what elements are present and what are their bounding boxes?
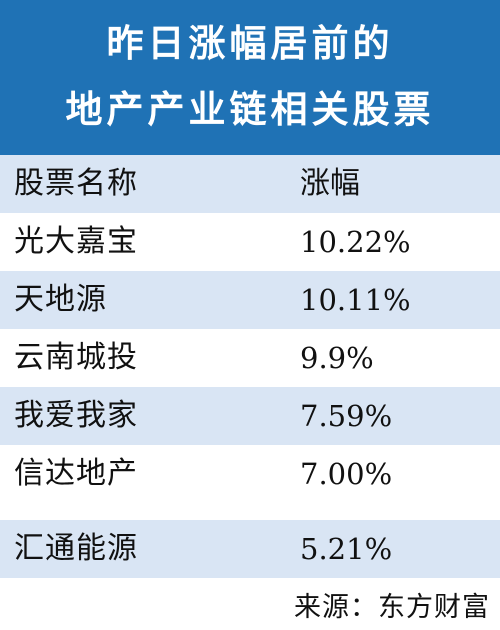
table-row: 汇通能源 5.21%	[0, 520, 500, 578]
column-header-name: 股票名称	[14, 166, 138, 201]
table-title: 昨日涨幅居前的 地产产业链相关股票	[0, 0, 500, 155]
stock-name: 我爱我家	[14, 398, 138, 433]
table-row: 云南城投 9.9%	[0, 329, 500, 387]
title-line-2: 地产产业链相关股票	[65, 88, 435, 131]
title-line-1: 昨日涨幅居前的	[106, 22, 394, 65]
stock-change: 7.00%	[300, 457, 393, 491]
table-row: 我爱我家 7.59%	[0, 387, 500, 445]
stock-name: 信达地产	[14, 456, 138, 491]
stock-change: 10.22%	[300, 225, 411, 259]
source-note: 来源：东方财富	[294, 592, 490, 623]
stock-change: 7.59%	[300, 399, 393, 433]
table-row: 光大嘉宝 10.22%	[0, 213, 500, 271]
stock-change: 10.11%	[300, 283, 411, 317]
stock-name: 光大嘉宝	[14, 224, 138, 259]
stock-name: 云南城投	[14, 340, 138, 375]
table-row: 天地源 10.11%	[0, 271, 500, 329]
stock-change: 5.21%	[300, 532, 393, 566]
table-row: 信达地产 7.00%	[0, 445, 500, 503]
stock-change: 9.9%	[300, 341, 374, 375]
stock-name: 天地源	[14, 282, 107, 317]
table-header-row: 股票名称 涨幅	[0, 155, 500, 213]
stock-name: 汇通能源	[14, 531, 138, 566]
column-header-change: 涨幅	[300, 166, 360, 201]
